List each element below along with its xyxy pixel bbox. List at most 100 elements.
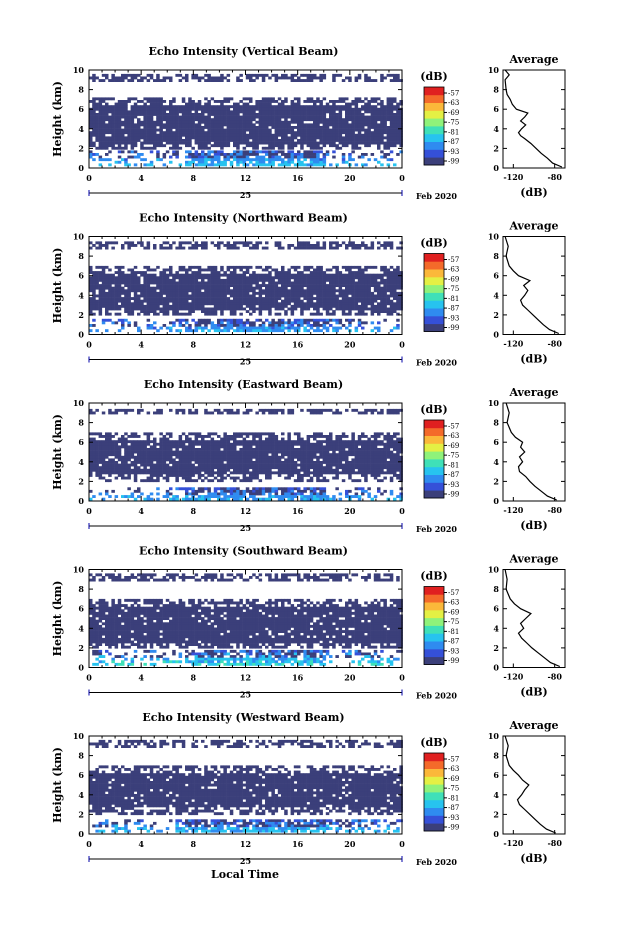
heatmap-cell	[339, 74, 343, 77]
heatmap-cell	[179, 121, 183, 124]
heatmap-cell	[159, 134, 163, 137]
heatmap-cell	[271, 110, 275, 113]
heatmap-cell	[214, 493, 218, 496]
heatmap-cell	[121, 103, 125, 106]
heatmap-cell	[198, 134, 202, 137]
heatmap-cell	[393, 134, 397, 137]
heatmap-cell	[150, 469, 154, 472]
heatmap-cell	[262, 116, 266, 119]
heatmap-cell	[179, 139, 183, 142]
heatmap-cell	[143, 295, 147, 298]
heatmap-cell	[361, 126, 365, 129]
heatmap-cell	[335, 266, 339, 269]
heatmap-cell	[111, 282, 115, 285]
heatmap-cell	[124, 131, 128, 134]
heatmap-cell	[102, 458, 106, 461]
heatmap-cell	[287, 136, 291, 139]
heatmap-cell	[191, 77, 195, 80]
heatmap-cell	[351, 118, 355, 121]
heatmap-cell	[281, 105, 285, 108]
heatmap-cell	[297, 158, 301, 161]
heatmap-cell	[323, 244, 327, 247]
heatmap-cell	[271, 116, 275, 119]
heatmap-cell	[121, 139, 125, 142]
heatmap-cell	[150, 103, 154, 106]
heatmap-cell	[377, 97, 381, 100]
heatmap-cell	[134, 432, 138, 435]
heatmap-cell	[166, 136, 170, 139]
heatmap-cell	[339, 139, 343, 142]
heatmap-cell	[153, 100, 157, 103]
heatmap-cell	[211, 126, 215, 129]
heatmap-cell	[281, 126, 285, 129]
heatmap-cell	[371, 302, 375, 305]
heatmap-cell	[252, 113, 256, 116]
heatmap-cell	[319, 276, 323, 279]
heatmap-cell	[239, 121, 243, 124]
heatmap-cell	[227, 136, 231, 139]
heatmap-cell	[393, 131, 397, 134]
heatmap-cell	[121, 77, 125, 80]
heatmap-cell	[265, 289, 269, 292]
heatmap-cell	[268, 302, 272, 305]
heatmap-cell	[179, 110, 183, 113]
heatmap-cell	[143, 466, 147, 469]
heatmap-cell	[303, 321, 307, 324]
heatmap-cell	[335, 100, 339, 103]
heatmap-cell	[371, 300, 375, 303]
heatmap-cell	[131, 461, 135, 464]
heatmap-cell	[281, 129, 285, 132]
heatmap-cell	[374, 295, 378, 298]
heatmap-cell	[393, 121, 397, 124]
heatmap-cell	[105, 319, 109, 322]
heatmap-cell	[374, 276, 378, 279]
heatmap-cell	[284, 139, 288, 142]
heatmap-cell	[137, 276, 141, 279]
heatmap-cell	[355, 126, 359, 129]
heatmap-cell	[332, 247, 336, 250]
heatmap-cell	[316, 129, 320, 132]
heatmap-cell	[121, 456, 125, 459]
heatmap-cell	[201, 121, 205, 124]
heatmap-cell	[268, 271, 272, 274]
heatmap-cell	[115, 266, 119, 269]
colorbar-tick-label: -99	[448, 324, 459, 332]
heatmap-cell	[166, 118, 170, 121]
heatmap-cell	[159, 131, 163, 134]
heatmap-cell	[246, 490, 250, 493]
heatmap-cell	[246, 74, 250, 77]
heatmap-cell	[105, 308, 109, 311]
heatmap-cell	[281, 324, 285, 327]
heatmap-cell	[339, 498, 343, 501]
heatmap-cell	[249, 116, 253, 119]
heatmap-cell	[313, 247, 317, 250]
heatmap-cell	[390, 79, 394, 82]
heatmap-cell	[348, 266, 352, 269]
heatmap-cell	[383, 297, 387, 300]
heatmap-cell	[278, 134, 282, 137]
heatmap-cell	[342, 300, 346, 303]
heatmap-cell	[92, 282, 96, 285]
heatmap-cell	[377, 116, 381, 119]
heatmap-cell	[105, 97, 109, 100]
heatmap-cell	[118, 79, 122, 82]
heatmap-cell	[387, 139, 391, 142]
heatmap-cell	[393, 113, 397, 116]
heatmap-cell	[319, 495, 323, 498]
heatmap-cell	[393, 287, 397, 290]
heatmap-cell	[319, 142, 323, 145]
heatmap-cell	[127, 302, 130, 305]
heatmap-cell	[214, 77, 218, 80]
heatmap-cell	[335, 139, 339, 142]
heatmap-cell	[364, 97, 368, 100]
heatmap-cell	[131, 241, 135, 244]
heatmap-cell	[265, 305, 269, 308]
heatmap-cell	[108, 131, 112, 134]
heatmap-cell	[348, 139, 352, 142]
heatmap-cell	[121, 134, 125, 137]
heatmap-cell	[121, 445, 125, 448]
heatmap-cell	[377, 284, 381, 287]
heatmap-cell	[172, 118, 176, 121]
heatmap-cell	[111, 295, 115, 298]
heatmap-cell	[393, 126, 397, 129]
